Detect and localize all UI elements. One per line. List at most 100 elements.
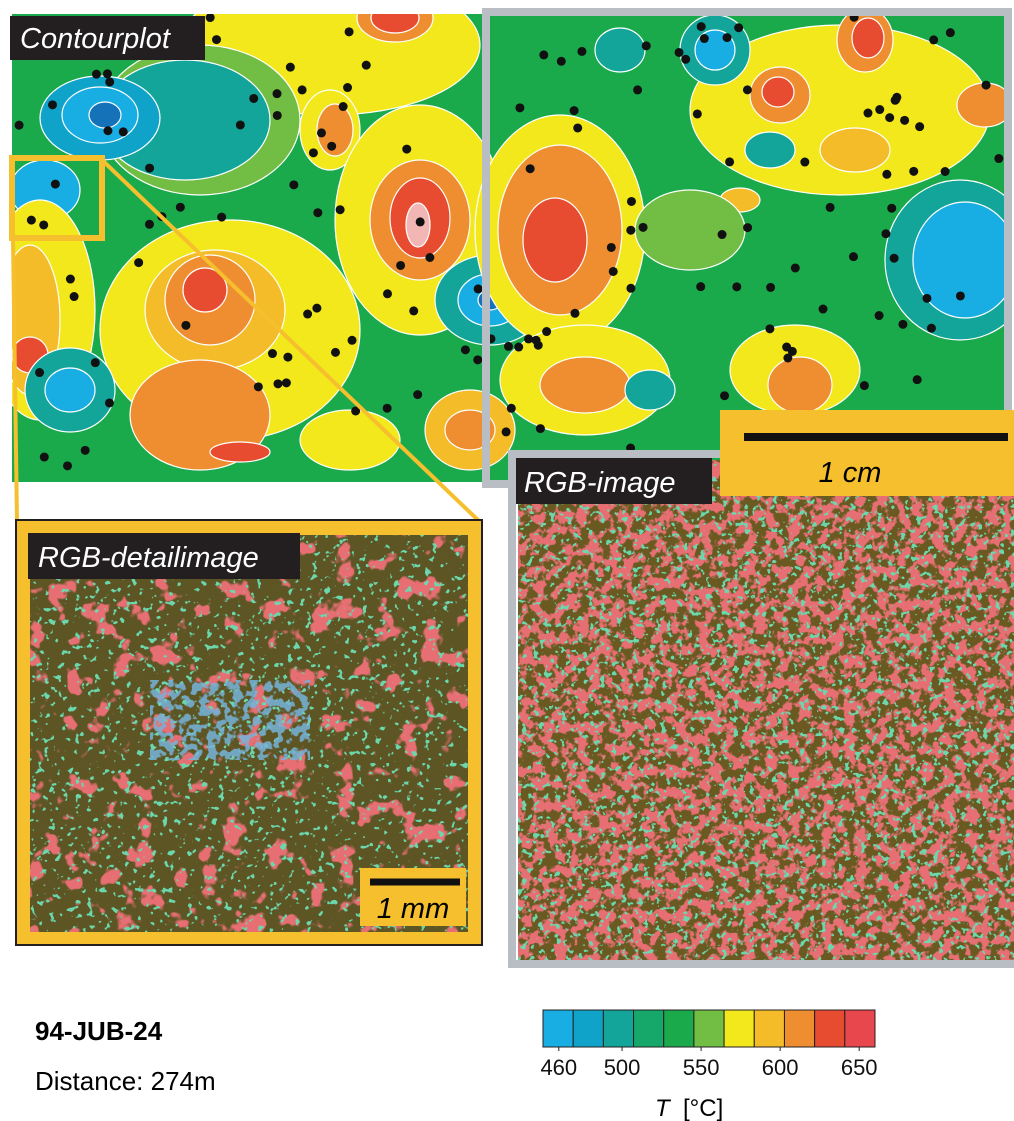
sample-point <box>915 122 924 131</box>
sample-point <box>956 291 965 300</box>
sample-point <box>609 267 618 276</box>
sample-point <box>882 170 891 179</box>
sample-point <box>66 275 75 284</box>
sample-point <box>881 229 890 238</box>
sample-point <box>863 109 872 118</box>
sample-point <box>416 217 425 226</box>
sample-point <box>309 148 318 157</box>
sample-point <box>105 77 114 86</box>
sample-point <box>826 203 835 212</box>
sample-point <box>35 368 44 377</box>
sample-point <box>396 261 405 270</box>
sample-point <box>875 311 884 320</box>
sample-point <box>570 309 579 318</box>
sample-point <box>474 284 483 293</box>
colorbar-symbol: T <box>655 1095 672 1121</box>
colorbar-swatch <box>634 1010 664 1047</box>
sample-point <box>913 375 922 384</box>
sample-point <box>298 85 307 94</box>
sample-point <box>336 205 345 214</box>
colorbar-tick-label: 650 <box>841 1055 878 1080</box>
colorbar-swatch <box>603 1010 633 1047</box>
sample-point <box>303 310 312 319</box>
colorbar-swatch <box>784 1010 814 1047</box>
colorbar-swatch <box>664 1010 694 1047</box>
sample-point <box>765 324 774 333</box>
sample-point <box>927 324 936 333</box>
sample-point <box>693 109 702 118</box>
sample-distance: Distance: 274m <box>35 1066 216 1096</box>
sample-point <box>119 127 128 136</box>
sample-point <box>312 304 321 313</box>
sample-point <box>723 33 732 42</box>
sample-point <box>642 41 651 50</box>
sample-point <box>720 391 729 400</box>
colorbar-swatch <box>573 1010 603 1047</box>
sample-point <box>282 378 291 387</box>
sample-point <box>339 102 348 111</box>
sample-point <box>860 381 869 390</box>
sample-point <box>875 105 884 114</box>
sample-point <box>627 197 636 206</box>
sample-point <box>402 145 411 154</box>
sample-point <box>331 348 340 357</box>
sample-point <box>639 223 648 232</box>
sample-point <box>800 158 809 167</box>
colorbar-unit: [°C] <box>683 1095 723 1121</box>
sample-point <box>273 89 282 98</box>
sample-point <box>743 85 752 94</box>
sample-point <box>345 27 354 36</box>
sample-point <box>212 35 221 44</box>
sample-point <box>946 28 955 37</box>
sample-point <box>63 461 72 470</box>
sample-point <box>791 263 800 272</box>
sample-point <box>732 282 741 291</box>
sample-point <box>718 230 727 239</box>
sample-point <box>994 154 1003 163</box>
sample-point <box>409 306 418 315</box>
colorbar-swatch <box>724 1010 754 1047</box>
sample-point <box>922 294 931 303</box>
sample-point <box>81 446 90 455</box>
sample-point <box>539 50 548 59</box>
sample-point <box>249 94 258 103</box>
sample-point <box>700 34 709 43</box>
sample-point <box>626 284 635 293</box>
sample-point <box>273 379 282 388</box>
sample-point <box>542 327 551 336</box>
colorbar-tick-label: 460 <box>540 1055 577 1080</box>
colorbar-swatch <box>694 1010 724 1047</box>
colorbar-tick-label: 500 <box>604 1055 641 1080</box>
sample-point <box>532 336 541 345</box>
sample-point <box>176 203 185 212</box>
sample-point <box>885 113 894 122</box>
sample-point <box>383 289 392 298</box>
sample-point <box>91 358 100 367</box>
sample-point <box>743 223 752 232</box>
sample-point <box>849 252 858 261</box>
sample-point <box>348 336 357 345</box>
sample-point <box>929 35 938 44</box>
sample-point <box>697 22 706 31</box>
sample-point <box>145 164 154 173</box>
sample-point <box>514 343 523 352</box>
panel-label: RGB-detailimage <box>38 542 259 574</box>
sample-point <box>362 61 371 70</box>
sample-point <box>273 111 282 120</box>
sample-point <box>313 208 322 217</box>
sample-point <box>425 253 434 262</box>
sample-point <box>40 453 49 462</box>
sample-point <box>504 342 513 351</box>
sample-point <box>573 123 582 132</box>
sample-point <box>891 95 900 104</box>
sample-point <box>268 349 277 358</box>
sample-point <box>105 398 114 407</box>
sample-point <box>577 47 586 56</box>
sample-point <box>766 283 775 292</box>
sample-point <box>887 204 896 213</box>
sample-point <box>103 126 112 135</box>
sample-point <box>515 103 524 112</box>
sample-point <box>681 55 690 64</box>
sample-point <box>633 85 642 94</box>
sample-point <box>524 334 533 343</box>
